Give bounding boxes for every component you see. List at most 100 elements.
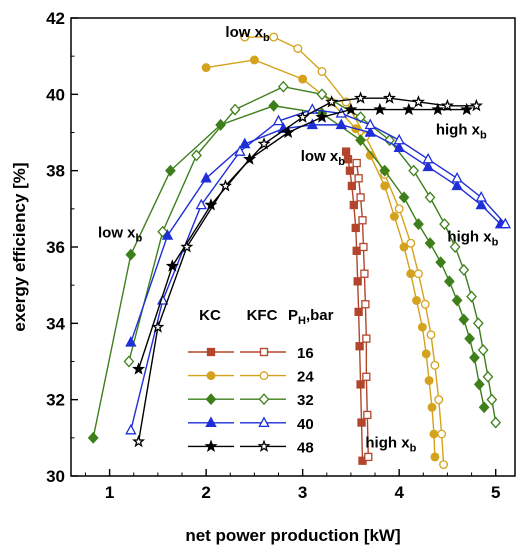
data-point (343, 155, 353, 164)
data-point (344, 102, 358, 116)
data-point (277, 122, 290, 133)
y-tick-label: 36 (46, 238, 65, 257)
data-point (451, 294, 463, 307)
annotation: high xb (447, 228, 498, 248)
data-point (413, 218, 424, 231)
data-point (393, 141, 405, 153)
data-point (475, 191, 487, 202)
series-kfc-48 (132, 91, 483, 448)
legend-marker-kfc (258, 393, 270, 406)
legend-row-16: 16 (188, 345, 314, 362)
annotation: low xb (301, 148, 346, 168)
legend-marker-kfc (257, 439, 271, 452)
data-point (466, 290, 477, 303)
data-point (406, 269, 416, 279)
series-kc-16 (341, 147, 367, 465)
data-point (421, 349, 431, 359)
data-point (123, 355, 135, 368)
data-point (268, 99, 280, 112)
x-tick-label: 3 (298, 483, 307, 502)
plot-area (70, 17, 516, 477)
data-point (389, 212, 399, 221)
data-point (364, 452, 373, 462)
data-point (412, 295, 421, 305)
data-point (379, 164, 391, 177)
series-kfc-32 (123, 80, 502, 429)
legend-marker-kfc (259, 347, 269, 357)
legend-label: 48 (297, 439, 314, 456)
annotations: low xb low xb low xb high xb high xb high xb (98, 24, 499, 454)
data-point (356, 380, 365, 389)
y-tick-label: 42 (46, 9, 65, 28)
data-point (411, 95, 425, 108)
legend-label: 32 (297, 392, 314, 409)
legend-label: 40 (297, 416, 314, 433)
data-point (364, 126, 376, 137)
data-point (420, 299, 430, 309)
data-point (257, 137, 271, 150)
data-point (357, 418, 366, 427)
legend-marker-kc (205, 393, 217, 406)
data-point (499, 217, 512, 229)
data-point (345, 166, 355, 175)
data-point (355, 134, 366, 147)
legend-label: 16 (297, 345, 314, 362)
data-point (449, 241, 461, 253)
data-point (200, 171, 212, 183)
y-tick-label: 40 (46, 85, 65, 104)
series-line (244, 36, 445, 465)
x-tick-label: 2 (201, 483, 210, 502)
x-axis-title: net power production [kW] (185, 526, 400, 545)
data-point (353, 277, 362, 286)
data-point (355, 342, 364, 351)
data-point (240, 32, 250, 42)
x-tick-label: 4 (394, 483, 404, 502)
data-point (277, 80, 289, 93)
data-point (361, 300, 370, 309)
data-point (417, 322, 427, 332)
data-point (380, 181, 390, 191)
data-point (359, 242, 368, 252)
legend-header-kc: KC (199, 307, 221, 324)
data-point (478, 401, 490, 414)
data-point (486, 393, 498, 406)
y-axis-title: exergy efficiency [%] (10, 162, 29, 331)
legend-row-32: 32 (188, 392, 314, 409)
data-point (351, 223, 360, 233)
data-point (383, 91, 397, 104)
x-tick-label: 1 (105, 483, 114, 502)
data-point (87, 431, 99, 444)
data-point (475, 198, 487, 210)
data-point (424, 376, 434, 386)
y-tick-label: 32 (46, 391, 65, 410)
legend-row-24: 24 (188, 369, 314, 386)
data-point (325, 95, 339, 108)
data-point (358, 216, 367, 225)
legend-marker-kfc (258, 416, 270, 428)
data-point (440, 98, 454, 112)
data-point (439, 218, 450, 231)
data-point (469, 98, 483, 112)
data-point (191, 149, 202, 162)
data-point (490, 416, 502, 429)
data-point (451, 171, 463, 183)
annotation: low xb (98, 224, 143, 244)
data-point (132, 362, 146, 375)
data-point (424, 191, 436, 204)
data-point (161, 229, 174, 240)
data-point (430, 452, 440, 462)
data-point (354, 307, 363, 317)
data-point (431, 102, 445, 116)
data-point (347, 181, 357, 191)
data-point (408, 164, 420, 177)
data-point (458, 313, 470, 326)
data-point (125, 248, 137, 261)
legend-header-pressure: PH,bar (288, 307, 334, 327)
data-point (424, 237, 436, 250)
data-point (422, 160, 434, 172)
data-point (218, 179, 232, 192)
data-point (315, 110, 329, 123)
annotation: high xb (365, 434, 416, 454)
